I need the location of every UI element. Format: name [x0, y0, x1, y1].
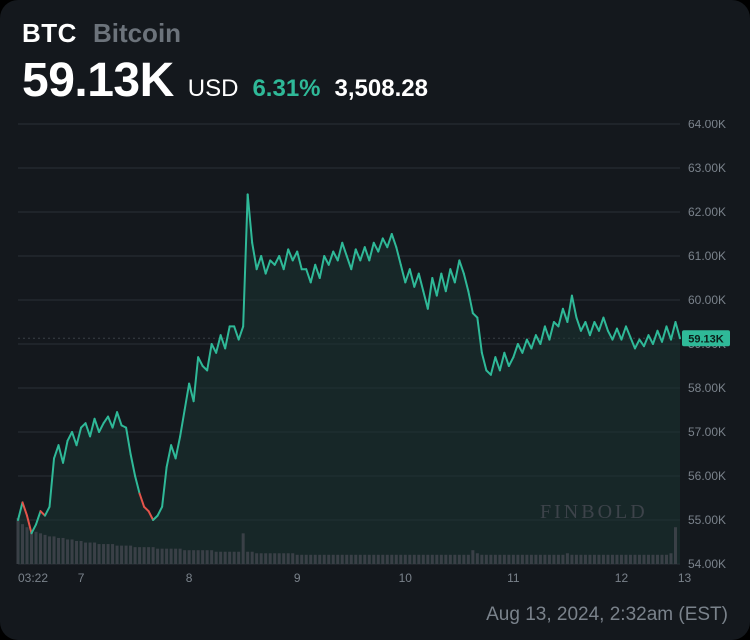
- svg-text:9: 9: [294, 571, 301, 585]
- svg-text:64.00K: 64.00K: [688, 120, 726, 131]
- price-chart-card: BTC Bitcoin 59.13K USD 6.31% 3,508.28 54…: [0, 0, 750, 640]
- absolute-change: 3,508.28: [335, 75, 428, 103]
- svg-text:63.00K: 63.00K: [688, 161, 726, 175]
- svg-text:57.00K: 57.00K: [688, 425, 726, 439]
- svg-text:58.00K: 58.00K: [688, 381, 726, 395]
- currency-label: USD: [188, 75, 239, 103]
- svg-text:12: 12: [615, 571, 629, 585]
- svg-text:13: 13: [678, 571, 692, 585]
- svg-text:55.00K: 55.00K: [688, 513, 726, 527]
- svg-text:61.00K: 61.00K: [688, 249, 726, 263]
- svg-text:59.13K: 59.13K: [688, 333, 724, 345]
- price-row: 59.13K USD 6.31% 3,508.28: [22, 53, 736, 108]
- ticker-symbol: BTC: [22, 18, 77, 49]
- header: BTC Bitcoin: [22, 18, 736, 49]
- timestamp-footer: Aug 13, 2024, 2:32am (EST): [486, 604, 728, 626]
- svg-text:54.00K: 54.00K: [688, 557, 726, 571]
- svg-text:11: 11: [507, 571, 520, 585]
- chart-area[interactable]: 54.00K55.00K56.00K57.00K58.00K59.00K60.0…: [14, 120, 736, 586]
- price-chart-svg: 54.00K55.00K56.00K57.00K58.00K59.00K60.0…: [14, 120, 736, 586]
- current-price: 59.13K: [22, 53, 174, 108]
- asset-name: Bitcoin: [93, 18, 181, 49]
- percent-change: 6.31%: [252, 75, 320, 103]
- svg-text:03:22: 03:22: [18, 571, 48, 585]
- svg-text:62.00K: 62.00K: [688, 205, 726, 219]
- svg-text:10: 10: [399, 571, 413, 585]
- svg-text:7: 7: [78, 571, 85, 585]
- svg-text:60.00K: 60.00K: [688, 293, 726, 307]
- svg-text:8: 8: [186, 571, 193, 585]
- svg-text:56.00K: 56.00K: [688, 469, 726, 483]
